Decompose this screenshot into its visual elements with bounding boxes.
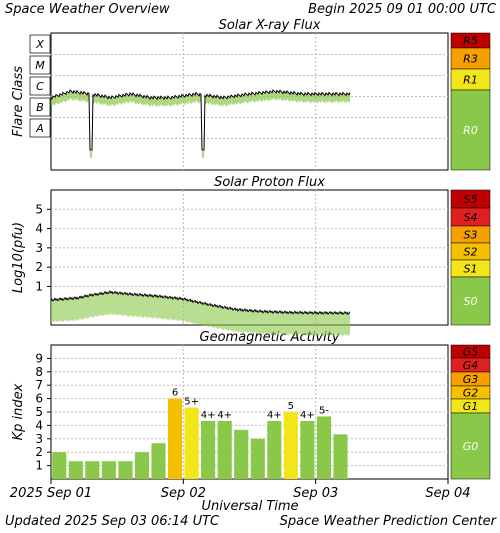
flare-class-label: A <box>35 122 44 135</box>
s-scale-label: S4 <box>464 211 478 224</box>
kp-bar <box>134 452 150 479</box>
x-axis-title: Universal Time <box>201 499 299 514</box>
header-begin-time: Begin 2025 09 01 00:00 UTC <box>308 2 496 17</box>
kp-bar-label: 5+ <box>184 397 199 408</box>
r-scale-label: R0 <box>463 124 478 137</box>
flare-class-box <box>29 118 51 138</box>
kp-bar-label: 6 <box>172 388 178 399</box>
y-tick-label: 1 <box>35 459 43 473</box>
x-tick-label: Sep 04 <box>425 486 470 501</box>
kp-bar <box>234 429 249 479</box>
kp-bar <box>217 420 232 479</box>
y-tick-label: 4 <box>35 222 43 236</box>
y-axis-label: Flare Class <box>11 66 26 137</box>
r-scale-label: R5 <box>463 35 478 48</box>
kp-bar <box>250 438 265 479</box>
header-title: Space Weather Overview <box>5 2 170 17</box>
kp-bar-label: 5 <box>288 401 294 412</box>
y-tick-label: 5 <box>35 202 43 216</box>
footer-credit: Space Weather Prediction Center <box>279 514 496 529</box>
r-scale-r0 <box>450 89 491 171</box>
flare-class-box <box>29 34 51 54</box>
kp-bar <box>333 434 348 479</box>
xray-flux-line <box>50 89 351 151</box>
kp-bar <box>201 420 216 479</box>
y-tick-label: 6 <box>35 392 43 406</box>
kp-bar <box>167 398 183 479</box>
proton-flux-halo <box>51 291 350 337</box>
flare-class-label: B <box>36 101 44 114</box>
y-tick-label: 7 <box>35 378 43 392</box>
g-scale-label: G0 <box>463 440 479 453</box>
kp-bar <box>101 461 116 479</box>
y-tick-label: 2 <box>35 260 43 274</box>
flare-class-label: M <box>35 59 45 72</box>
s-scale-label: S3 <box>464 229 478 242</box>
kp-bar <box>184 407 199 479</box>
kp-bar-label: 4+ <box>267 410 282 421</box>
x-tick-label: Sep 03 <box>293 486 338 501</box>
y-tick-label: 4 <box>35 418 43 432</box>
kp-bar-label: 4+ <box>201 410 216 421</box>
flare-class-box <box>29 76 51 96</box>
kp-bar <box>68 461 83 479</box>
kp-bar <box>300 420 315 479</box>
y-tick-label: 3 <box>35 241 43 255</box>
s-scale-label: S5 <box>464 193 478 206</box>
y-tick-label: 8 <box>35 365 43 379</box>
panel-title: Solar X-ray Flux <box>219 18 321 33</box>
kp-bar <box>85 461 100 479</box>
g-scale-label: G4 <box>463 359 479 372</box>
kp-bar <box>283 412 298 479</box>
r-scale-label: R1 <box>463 74 478 87</box>
footer-updated: Updated 2025 Sep 03 06:14 UTC <box>5 514 220 529</box>
plot-area <box>50 344 449 480</box>
kp-bar-label: 5- <box>319 405 329 416</box>
kp-bar <box>267 420 282 479</box>
flare-class-label: X <box>35 38 44 51</box>
flare-class-box <box>29 55 51 75</box>
xray-flux-halo <box>51 91 350 158</box>
y-tick-label: 5 <box>35 405 43 419</box>
y-axis-label: Kp index <box>11 383 26 440</box>
g-scale-g0 <box>450 412 491 480</box>
y-axis-label: Log10(pfu) <box>11 222 26 293</box>
r-scale-label: R3 <box>463 53 478 66</box>
kp-bar <box>316 416 332 479</box>
panel-title: Solar Proton Flux <box>214 175 325 190</box>
y-tick-label: 9 <box>35 351 43 365</box>
flare-class-box <box>29 97 51 117</box>
y-tick-label: 3 <box>35 432 43 446</box>
s-scale-label: S0 <box>464 295 478 308</box>
g-scale-label: G2 <box>463 387 479 400</box>
kp-bar-label: 4+ <box>217 410 232 421</box>
flare-class-label: C <box>36 80 44 93</box>
g-scale-label: G5 <box>463 346 479 359</box>
x-tick-label: 2025 Sep 01 <box>10 486 92 501</box>
g-scale-label: G1 <box>463 400 479 413</box>
kp-bar <box>52 452 67 479</box>
kp-bar-label: 4+ <box>300 410 315 421</box>
s-scale-s0 <box>450 276 491 326</box>
proton-flux-line <box>50 290 351 316</box>
s-scale-label: S1 <box>464 263 478 276</box>
x-tick-label: Sep 02 <box>161 486 206 501</box>
kp-bar <box>118 461 133 479</box>
s-scale-label: S2 <box>464 246 478 259</box>
g-scale-label: G3 <box>463 373 479 386</box>
y-tick-label: 2 <box>35 445 43 459</box>
kp-bar <box>151 443 166 479</box>
y-tick-label: 1 <box>35 279 43 293</box>
